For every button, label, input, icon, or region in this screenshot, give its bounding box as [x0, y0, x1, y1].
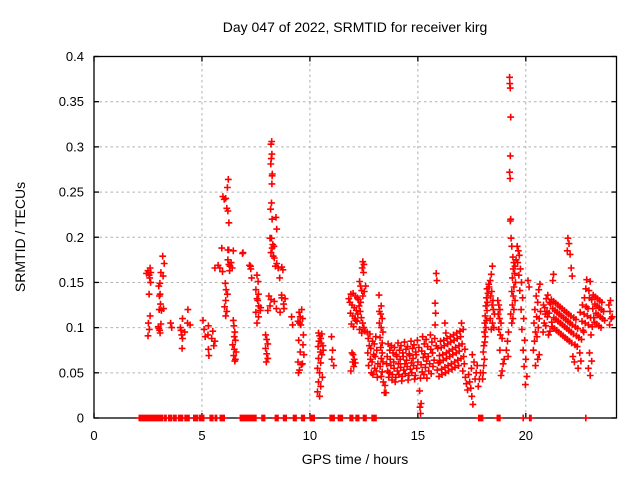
x-tick-label: 20 — [519, 428, 533, 443]
y-tick-label: 0 — [77, 411, 84, 426]
y-axis-label: SRMTID / TECUs — [12, 182, 28, 292]
y-tick-label: 0.2 — [66, 230, 84, 245]
x-tick-label: 10 — [303, 428, 317, 443]
x-tick-label: 15 — [411, 428, 425, 443]
x-axis-label: GPS time / hours — [302, 451, 409, 467]
x-tick-labels: 0 5 10 15 20 — [90, 428, 533, 443]
y-tick-labels: 0 0.05 0.1 0.15 0.2 0.25 0.3 0.35 0.4 — [59, 49, 84, 426]
y-tick-label: 0.15 — [59, 275, 84, 290]
chart-title: Day 047 of 2022, SRMTID for receiver kir… — [223, 19, 488, 35]
data-points — [135, 73, 616, 422]
y-tick-label: 0.4 — [66, 49, 84, 64]
x-tick-label: 5 — [198, 428, 205, 443]
y-tick-label: 0.1 — [66, 320, 84, 335]
y-tick-label: 0.05 — [59, 365, 84, 380]
x-tick-label: 0 — [90, 428, 97, 443]
y-tick-label: 0.25 — [59, 185, 84, 200]
gridlines — [94, 56, 617, 418]
y-tick-label: 0.3 — [66, 139, 84, 154]
y-tick-label: 0.35 — [59, 94, 84, 109]
